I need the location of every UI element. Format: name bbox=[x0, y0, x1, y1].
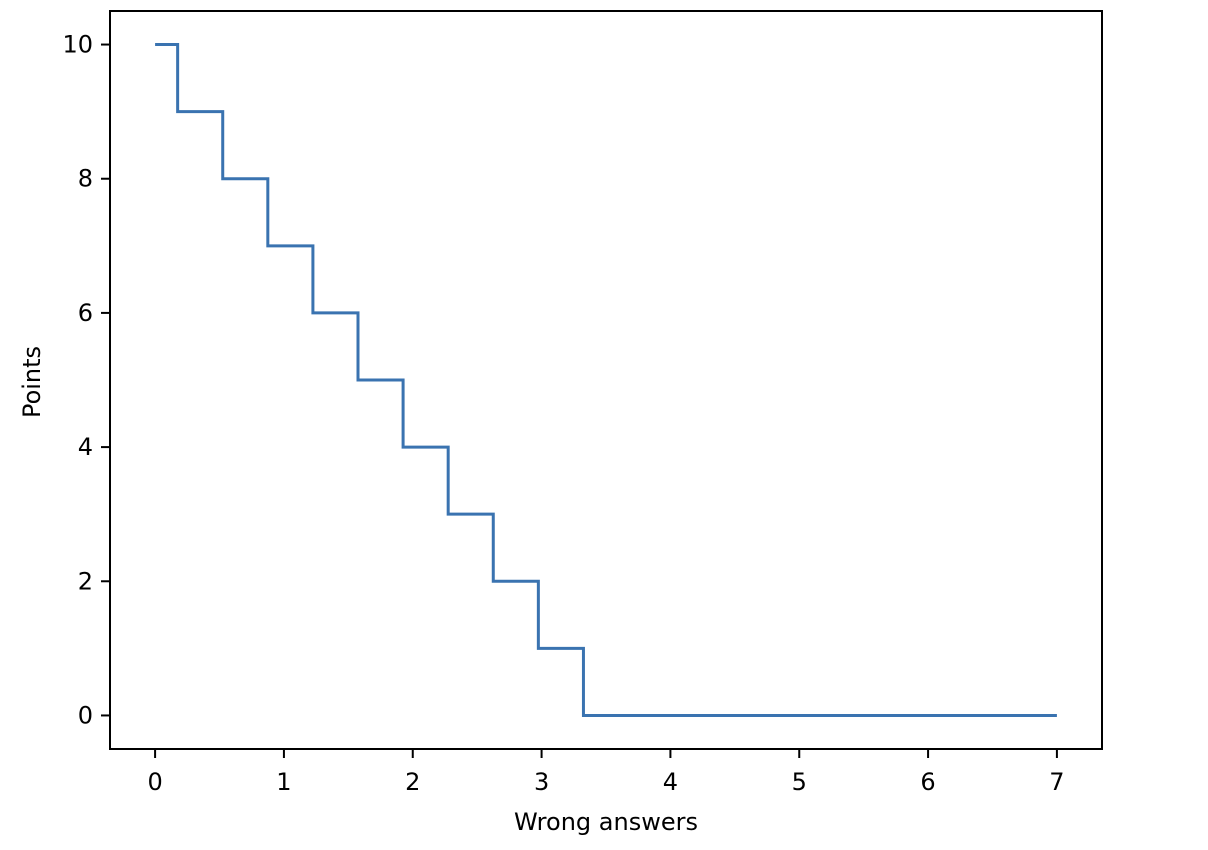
x-axis-ticks: 0 1 2 3 4 5 6 7 bbox=[147, 749, 1065, 796]
plot-frame bbox=[109, 10, 1103, 750]
x-axis-label: Wrong answers bbox=[514, 808, 698, 836]
plot-background bbox=[110, 11, 1102, 749]
y-axis-ticks: 0 2 4 6 8 10 bbox=[62, 31, 110, 729]
y-tick-label: 8 bbox=[78, 165, 93, 193]
y-tick-label: 4 bbox=[78, 433, 93, 461]
x-tick-label: 2 bbox=[405, 768, 420, 796]
x-tick-label: 1 bbox=[276, 768, 291, 796]
x-tick-label: 7 bbox=[1049, 768, 1064, 796]
x-tick-label: 0 bbox=[147, 768, 162, 796]
x-tick-label: 4 bbox=[663, 768, 678, 796]
y-tick-label: 0 bbox=[78, 701, 93, 729]
y-axis-label: Points bbox=[18, 346, 46, 418]
x-tick-label: 3 bbox=[534, 768, 549, 796]
y-tick-label: 10 bbox=[62, 31, 93, 59]
y-tick-label: 2 bbox=[78, 567, 93, 595]
y-tick-label: 6 bbox=[78, 299, 93, 327]
series-layer bbox=[155, 43, 1057, 717]
step-line-series bbox=[155, 43, 1057, 717]
x-tick-label: 5 bbox=[792, 768, 807, 796]
x-tick-label: 6 bbox=[920, 768, 935, 796]
